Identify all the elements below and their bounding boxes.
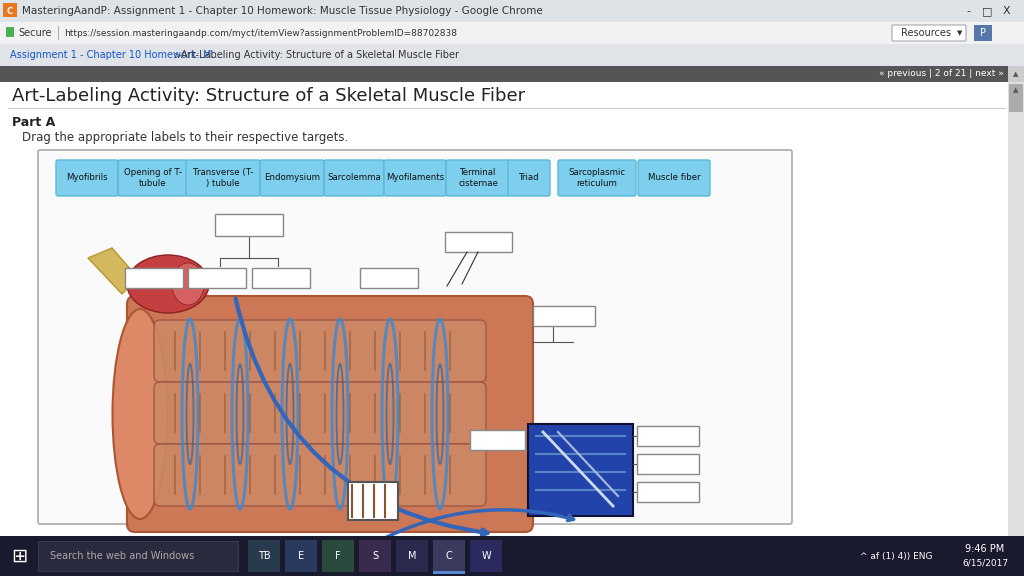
Text: W: W	[481, 551, 490, 561]
Bar	[0, 0, 1024, 22]
Ellipse shape	[127, 255, 209, 313]
Bar	[528, 424, 633, 516]
Text: Art-Labeling Activity: Structure of a Skeletal Muscle Fiber: Art-Labeling Activity: Structure of a Sk…	[181, 50, 459, 60]
Bar	[445, 232, 512, 252]
Text: Drag the appropriate labels to their respective targets.: Drag the appropriate labels to their res…	[22, 131, 348, 145]
Text: ▼: ▼	[957, 30, 963, 36]
Text: Search the web and Windows: Search the web and Windows	[50, 551, 195, 561]
Bar	[998, 2, 1014, 20]
FancyBboxPatch shape	[446, 160, 510, 196]
Bar	[38, 541, 238, 571]
Text: Muscle fiber: Muscle fiber	[648, 173, 700, 183]
Bar	[0, 66, 1024, 82]
Text: Transverse (T-
) tubule: Transverse (T- ) tubule	[193, 168, 253, 188]
FancyBboxPatch shape	[38, 150, 792, 524]
Bar	[1008, 66, 1024, 82]
Bar	[637, 426, 699, 446]
Bar	[252, 268, 310, 288]
Bar	[6, 27, 14, 37]
Text: 9:46 PM: 9:46 PM	[966, 544, 1005, 554]
Text: Resources: Resources	[901, 28, 951, 38]
Bar	[215, 214, 283, 236]
Text: F: F	[335, 551, 341, 561]
FancyBboxPatch shape	[260, 160, 324, 196]
Text: Secure: Secure	[18, 28, 51, 38]
Bar	[979, 2, 995, 20]
FancyBboxPatch shape	[324, 160, 384, 196]
Text: Art-Labeling Activity: Structure of a Skeletal Muscle Fiber: Art-Labeling Activity: Structure of a Sk…	[12, 87, 525, 105]
Text: P: P	[980, 28, 986, 38]
FancyBboxPatch shape	[154, 382, 486, 444]
Text: Myofilaments: Myofilaments	[386, 173, 444, 183]
Bar	[637, 482, 699, 502]
Text: E: E	[298, 551, 304, 561]
Text: 6/15/2017: 6/15/2017	[962, 559, 1008, 567]
Bar	[0, 44, 1024, 66]
Bar	[348, 482, 398, 520]
FancyBboxPatch shape	[508, 160, 550, 196]
Bar	[125, 268, 183, 288]
FancyBboxPatch shape	[118, 160, 187, 196]
Text: Triad: Triad	[519, 173, 540, 183]
Bar	[470, 430, 525, 450]
Bar	[0, 22, 1024, 44]
Bar	[396, 540, 428, 572]
Text: -: -	[966, 6, 970, 16]
FancyBboxPatch shape	[186, 160, 260, 196]
Bar	[360, 268, 418, 288]
Text: ▲: ▲	[1014, 87, 1019, 93]
Text: ⊞: ⊞	[11, 547, 28, 566]
Text: Endomysium: Endomysium	[264, 173, 319, 183]
Text: Part A: Part A	[12, 116, 55, 128]
FancyBboxPatch shape	[154, 320, 486, 382]
Bar	[637, 454, 699, 474]
Text: Assignment 1 - Chapter 10 Homework: M...: Assignment 1 - Chapter 10 Homework: M...	[10, 50, 220, 60]
Text: TB: TB	[258, 551, 270, 561]
Bar	[534, 306, 595, 326]
Text: □: □	[982, 6, 992, 16]
Bar	[3, 3, 17, 17]
FancyBboxPatch shape	[892, 25, 966, 41]
Ellipse shape	[172, 263, 204, 305]
Bar	[433, 540, 465, 572]
FancyBboxPatch shape	[154, 444, 486, 506]
Text: >: >	[173, 50, 182, 60]
Bar	[1009, 84, 1023, 112]
Ellipse shape	[113, 309, 168, 519]
FancyBboxPatch shape	[638, 160, 710, 196]
Text: Opening of T-
tubule: Opening of T- tubule	[124, 168, 181, 188]
Bar	[248, 540, 280, 572]
Bar	[359, 540, 391, 572]
FancyBboxPatch shape	[56, 160, 118, 196]
Text: ▲: ▲	[1014, 71, 1019, 77]
Bar	[322, 540, 354, 572]
Text: Terminal
cisternae: Terminal cisternae	[458, 168, 498, 188]
Bar	[285, 540, 317, 572]
Text: Sarcoplasmic
reticulum: Sarcoplasmic reticulum	[568, 168, 626, 188]
FancyBboxPatch shape	[558, 160, 636, 196]
Bar	[961, 2, 976, 20]
Text: MasteringAandP: Assignment 1 - Chapter 10 Homework: Muscle Tissue Physiology - G: MasteringAandP: Assignment 1 - Chapter 1…	[22, 6, 543, 16]
Text: « previous | 2 of 21 | next »: « previous | 2 of 21 | next »	[880, 70, 1004, 78]
Text: S: S	[372, 551, 378, 561]
Bar	[8, 108, 1006, 109]
Polygon shape	[88, 248, 138, 294]
Bar	[974, 25, 992, 41]
Text: Sarcolemma: Sarcolemma	[327, 173, 381, 183]
Text: C: C	[445, 551, 453, 561]
Text: ^ af (1) 4)) ENG: ^ af (1) 4)) ENG	[860, 551, 933, 560]
Bar	[433, 571, 465, 574]
Bar	[470, 540, 502, 572]
Text: M: M	[408, 551, 416, 561]
Text: C: C	[7, 6, 13, 16]
FancyBboxPatch shape	[384, 160, 446, 196]
Text: https://session.masteringaandp.com/myct/itemView?assignmentProblemID=88702838: https://session.masteringaandp.com/myct/…	[63, 28, 457, 37]
Bar	[0, 536, 1024, 576]
Bar	[1008, 82, 1024, 576]
Text: Myofibrils: Myofibrils	[67, 173, 108, 183]
Text: X: X	[1002, 6, 1010, 16]
Bar	[188, 268, 246, 288]
FancyBboxPatch shape	[127, 296, 534, 532]
